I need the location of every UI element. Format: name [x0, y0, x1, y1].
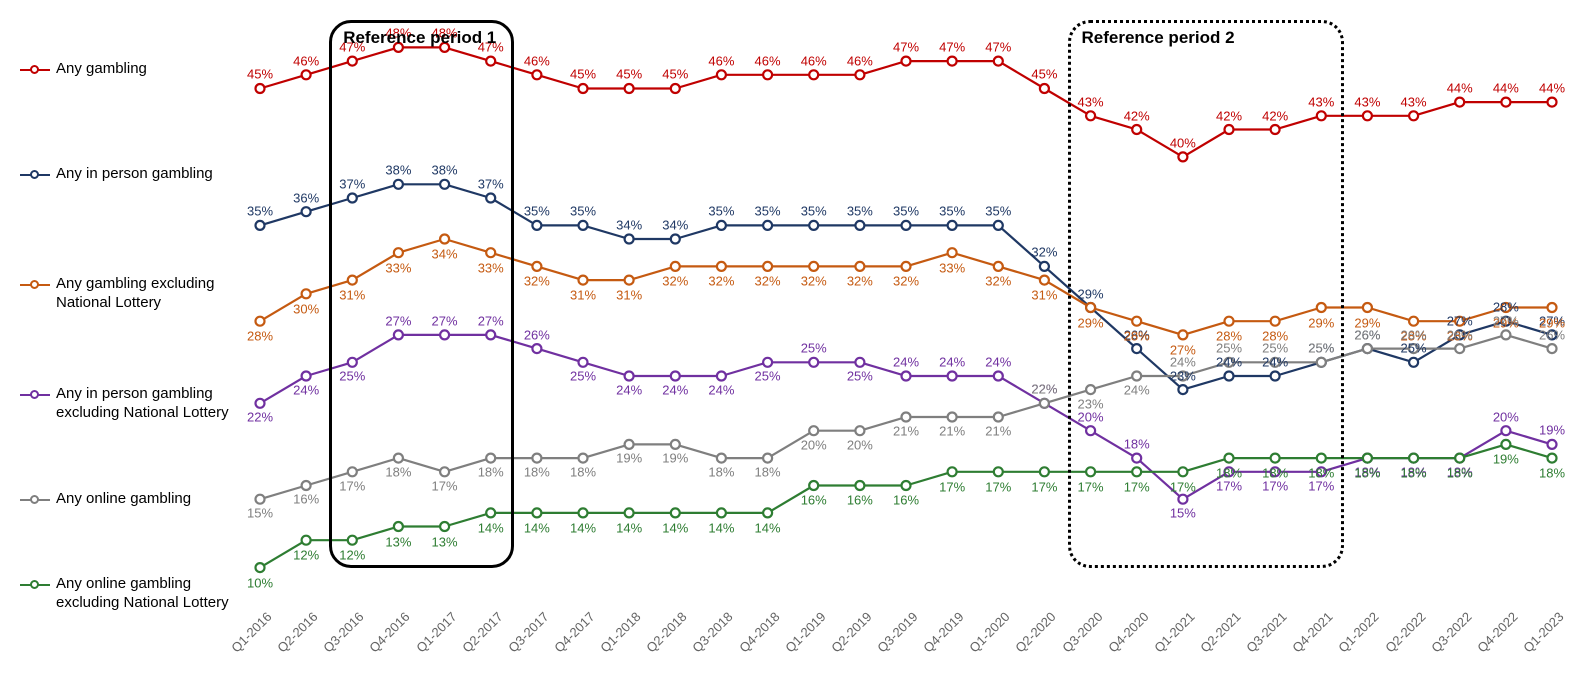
- legend-label: Any online gambling: [56, 490, 191, 509]
- legend-item-any-ex-nl: Any gambling excluding National Lottery: [20, 275, 240, 313]
- legend-label: Any online gambling excluding National L…: [56, 575, 240, 613]
- legend-item-any-in-person: Any in person gambling: [20, 165, 213, 184]
- legend-marker: [20, 168, 50, 182]
- legend-marker: [20, 63, 50, 77]
- legend-label: Any gambling: [56, 60, 147, 79]
- legend-item-any-online-ex-nl: Any online gambling excluding National L…: [20, 575, 240, 613]
- legend-item-any-in-person-ex-nl: Any in person gambling excluding Nationa…: [20, 385, 240, 423]
- ref-period-1-label: Reference period 1: [343, 28, 496, 48]
- legend-marker: [20, 278, 50, 292]
- legend-marker: [20, 578, 50, 592]
- chart-container: 45%46%47%48%48%47%46%45%45%45%46%46%46%4…: [0, 0, 1572, 674]
- legend-label: Any in person gambling excluding Nationa…: [56, 385, 240, 423]
- ref-period-2-label: Reference period 2: [1082, 28, 1235, 48]
- legend-marker: [20, 493, 50, 507]
- legend-item-any-gambling: Any gambling: [20, 60, 147, 79]
- line-chart-svg: [0, 0, 1572, 674]
- legend-label: Any in person gambling: [56, 165, 213, 184]
- legend-marker: [20, 388, 50, 402]
- legend-item-any-online: Any online gambling: [20, 490, 191, 509]
- legend-label: Any gambling excluding National Lottery: [56, 275, 240, 313]
